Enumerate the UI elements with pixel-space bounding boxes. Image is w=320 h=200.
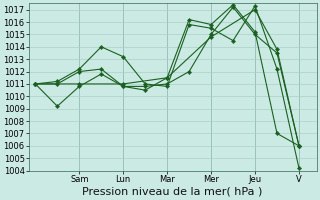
X-axis label: Pression niveau de la mer( hPa ): Pression niveau de la mer( hPa ) <box>83 187 263 197</box>
